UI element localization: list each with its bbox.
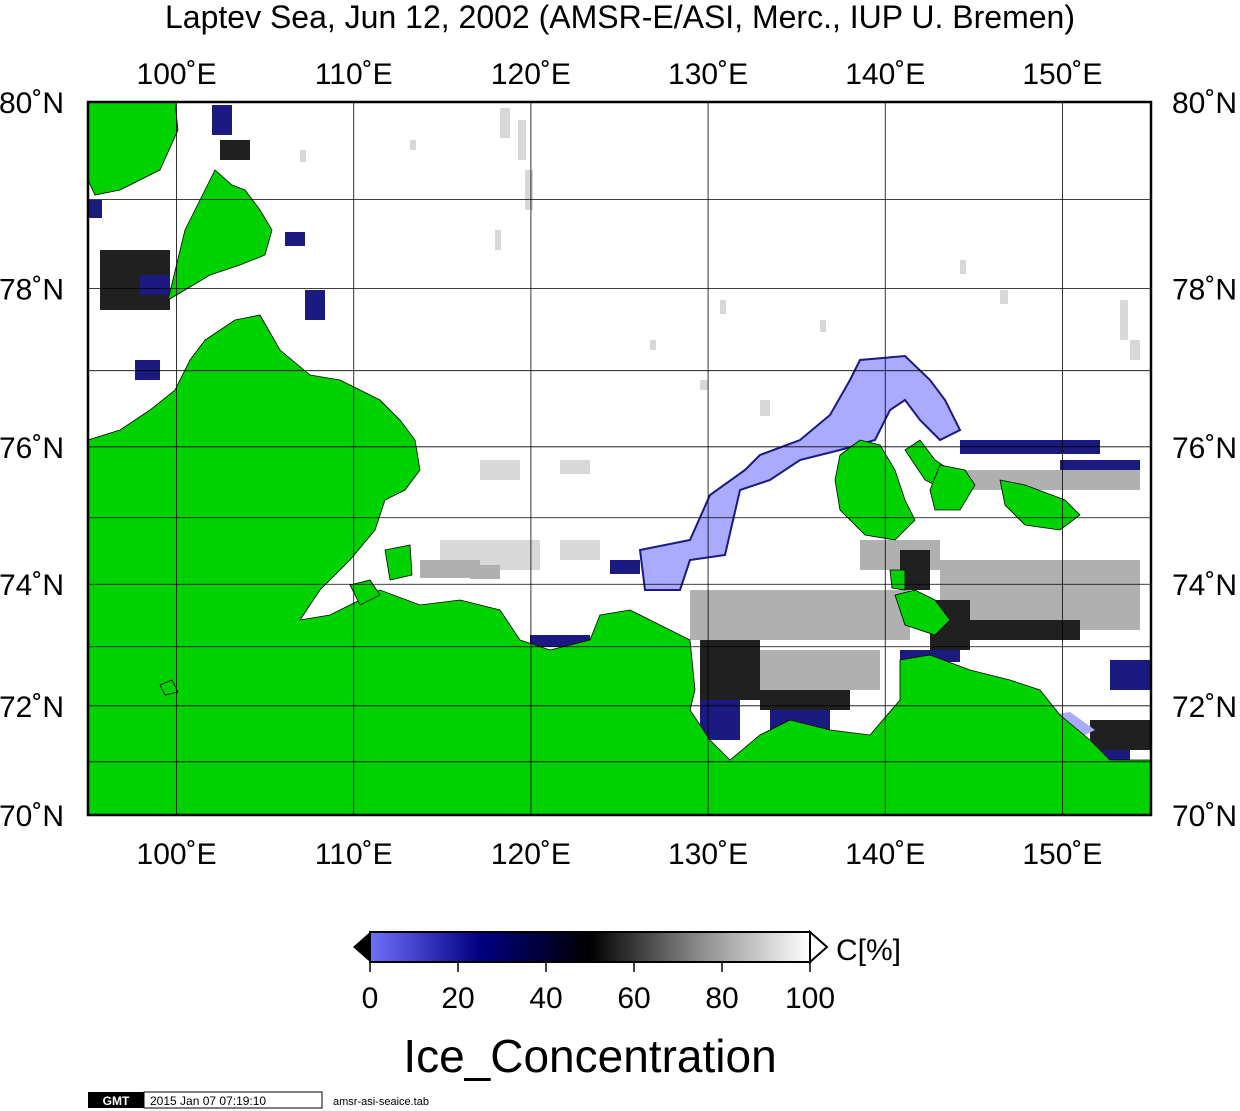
lat-tick-label-left: 78˚N	[0, 274, 64, 307]
lon-tick-label-top: 150˚E	[1022, 58, 1102, 91]
footer: GMT 2015 Jan 07 07:19:10 amsr-asi-seaice…	[88, 1091, 429, 1109]
lat-tick-label-right: 78˚N	[1172, 274, 1237, 307]
colorbar-tick-label: 40	[529, 982, 562, 1015]
lon-labels-top: 100˚E 110˚E 120˚E 130˚E 140˚E 150˚E	[137, 58, 1103, 91]
ice-low-concentration-ring	[638, 354, 962, 591]
map-title: Laptev Sea, Jun 12, 2002 (AMSR-E/ASI, Me…	[165, 0, 1075, 35]
colorbar-tick-label: 80	[705, 982, 738, 1015]
lon-tick-label-bottom: 110˚E	[315, 838, 393, 871]
colorbar-gradient	[369, 931, 811, 963]
lat-labels-right: 80˚N 78˚N 76˚N 74˚N 72˚N 70˚N	[1172, 87, 1237, 833]
land-bolshoy-lyakhovsky	[894, 589, 951, 636]
lon-tick-label-bottom: 140˚E	[845, 838, 925, 871]
colorbar-tick-label: 20	[441, 982, 474, 1015]
timestamp-box	[143, 1091, 323, 1109]
lon-tick-label-bottom: 150˚E	[1022, 838, 1102, 871]
source-filename: amsr-asi-seaice.tab	[333, 1096, 429, 1108]
land-kotelny-island	[834, 439, 916, 541]
land-bolshevik-island	[167, 169, 273, 301]
colorbar-left-arrow	[353, 932, 370, 962]
colorbar-tick-label: 60	[617, 982, 650, 1015]
lon-tick-label-bottom: 130˚E	[668, 838, 748, 871]
lon-labels-bottom: 100˚E 110˚E 120˚E 130˚E 140˚E 150˚E	[137, 838, 1103, 871]
lat-tick-label-right: 74˚N	[1172, 569, 1237, 602]
lat-tick-label-right: 80˚N	[1172, 87, 1237, 120]
lon-tick-label-bottom: 120˚E	[491, 838, 571, 871]
lon-tick-label-top: 140˚E	[845, 58, 925, 91]
ice-scatter-mid	[420, 470, 1140, 690]
timestamp: 2015 Jan 07 07:19:10	[150, 1094, 266, 1108]
lat-tick-label-left: 76˚N	[0, 432, 64, 465]
colorbar-unit: C[%]	[836, 934, 901, 967]
lon-tick-label-top: 120˚E	[491, 58, 571, 91]
lon-tick-label-bottom: 100˚E	[137, 838, 217, 871]
lat-tick-label-left: 74˚N	[0, 569, 64, 602]
land-islet-taymyr	[349, 579, 381, 606]
gmt-logo-box	[88, 1092, 144, 1108]
lat-tick-label-right: 70˚N	[1172, 800, 1237, 833]
land-islet-west	[384, 544, 413, 581]
colorbar: C[%] 0 20 40 60 80 100 Ice_Concentration	[353, 929, 901, 1082]
graticule	[88, 102, 1151, 815]
land-islet-south	[159, 679, 179, 696]
lat-tick-label-right: 76˚N	[1172, 432, 1237, 465]
lat-tick-label-left: 70˚N	[0, 800, 64, 833]
land-bunge-land	[929, 464, 976, 511]
lon-tick-label-top: 100˚E	[137, 58, 217, 91]
map-plot	[86, 100, 1153, 817]
lon-tick-label-top: 130˚E	[668, 58, 748, 91]
lat-labels-left: 80˚N 78˚N 76˚N 74˚N 72˚N 70˚N	[0, 87, 64, 833]
lat-tick-label-left: 72˚N	[0, 691, 64, 724]
lon-tick-label-top: 110˚E	[315, 58, 393, 91]
gmt-logo: GMT	[103, 1094, 130, 1108]
colorbar-caption: Ice_Concentration	[403, 1030, 776, 1082]
colorbar-ticks: 0 20 40 60 80 100	[362, 962, 835, 1015]
lat-tick-label-left: 80˚N	[0, 87, 64, 120]
colorbar-tick-label: 100	[785, 982, 835, 1015]
colorbar-right-arrow	[809, 929, 829, 965]
land-small-island	[889, 569, 906, 591]
sea-ice-field	[88, 105, 1150, 764]
lat-tick-label-right: 72˚N	[1172, 691, 1237, 724]
colorbar-tick-label: 0	[362, 982, 379, 1015]
map-frame	[86, 100, 1153, 817]
